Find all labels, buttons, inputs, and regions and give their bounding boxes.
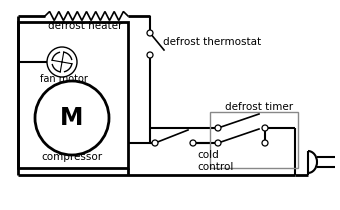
Bar — [18, 22, 128, 168]
Text: defrost thermostat: defrost thermostat — [163, 37, 261, 47]
Text: defrost timer: defrost timer — [225, 102, 293, 112]
Circle shape — [35, 81, 109, 155]
Text: compressor: compressor — [41, 152, 103, 162]
Circle shape — [147, 30, 153, 36]
Circle shape — [190, 140, 196, 146]
Text: defrost heater: defrost heater — [48, 21, 122, 31]
Circle shape — [147, 52, 153, 58]
Circle shape — [262, 140, 268, 146]
Circle shape — [262, 125, 268, 131]
Text: cold
control: cold control — [197, 150, 233, 172]
Bar — [210, 112, 298, 168]
Text: M: M — [60, 106, 84, 130]
Circle shape — [215, 140, 221, 146]
Text: fan motor: fan motor — [40, 74, 88, 84]
Circle shape — [47, 47, 77, 77]
Circle shape — [215, 125, 221, 131]
Circle shape — [152, 140, 158, 146]
